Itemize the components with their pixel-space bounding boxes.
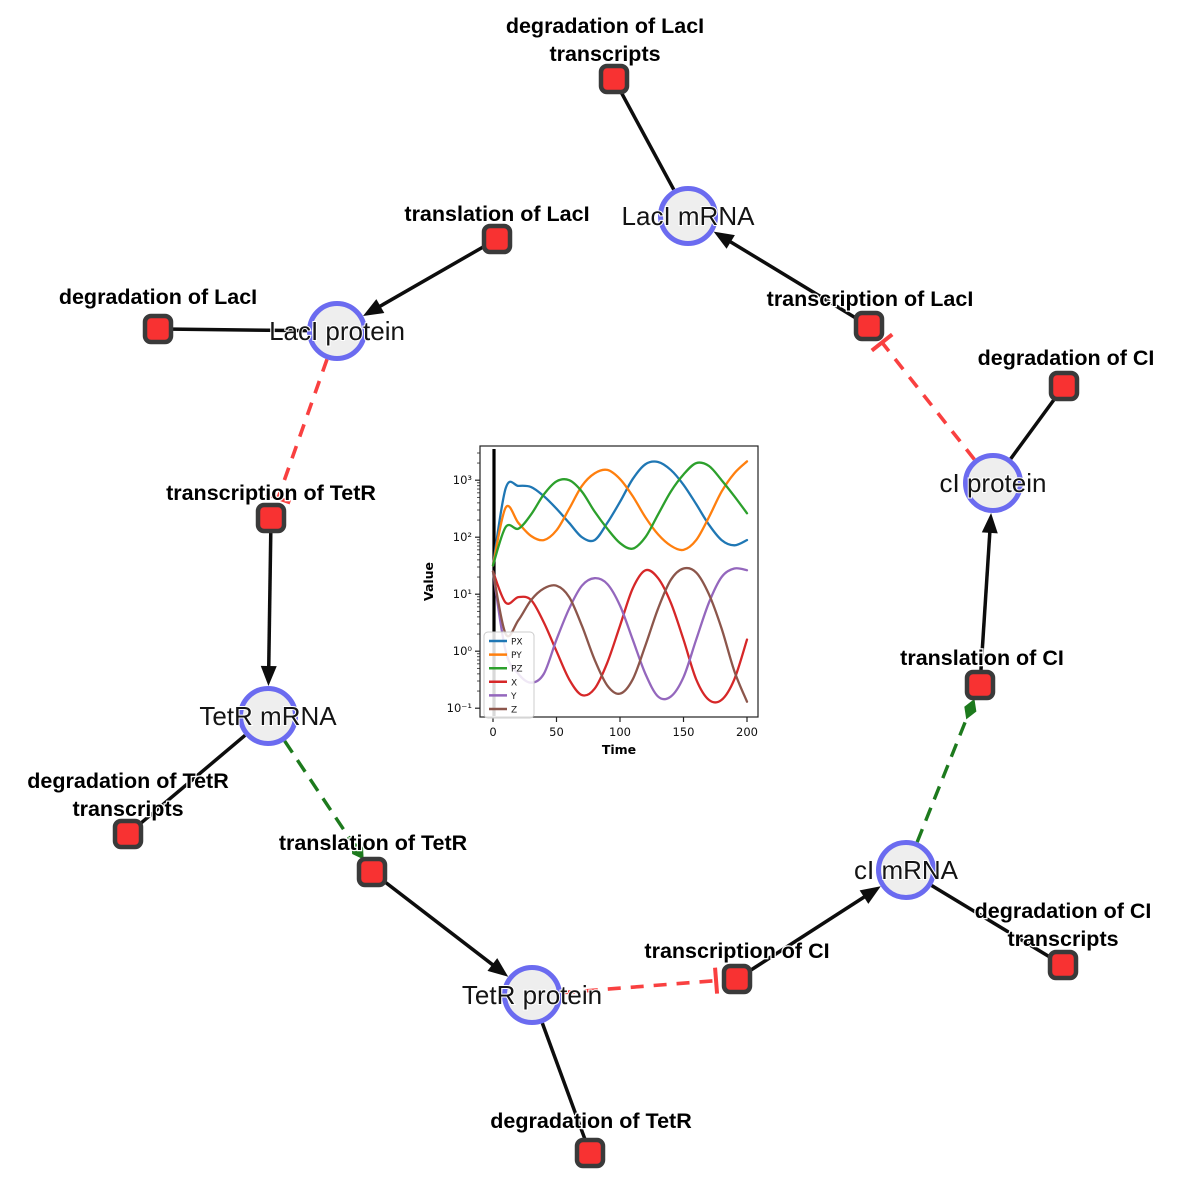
- nodes-layer: [112, 63, 1080, 1169]
- chart-series-x: [491, 568, 749, 704]
- chart-legend-label-z: Z: [511, 706, 517, 716]
- chart-series-py: [491, 460, 749, 567]
- edge-transcription-tetr-tetr-mrna: [260, 532, 277, 687]
- species-node-tetr-mrna[interactable]: [238, 686, 298, 746]
- chart-xtick: 200: [736, 725, 758, 739]
- reaction-label-translation-laci: translation of LacI: [404, 202, 589, 226]
- chart-legend-label-px: PX: [511, 638, 523, 648]
- edge-transcription-laci-laci-mrna: [713, 231, 858, 320]
- reaction-label-translation-tetr: translation of TetR: [279, 831, 468, 855]
- chart-series-z: [491, 566, 749, 703]
- species-node-tetr-protein[interactable]: [502, 965, 562, 1025]
- chart-ytick: 10²: [453, 530, 472, 544]
- chart-series-pz: [491, 461, 749, 567]
- reaction-node-deg-tetr-tx[interactable]: [112, 818, 144, 850]
- chart-ytick: 10⁰: [453, 644, 473, 658]
- reaction-label-transcription-tetr: transcription of TetR: [166, 481, 376, 505]
- species-node-ci-mrna[interactable]: [876, 840, 936, 900]
- reaction-node-deg-ci[interactable]: [1048, 370, 1080, 402]
- chart-xtick: 0: [489, 725, 496, 739]
- species-label-tetr-protein: TetR protein: [462, 980, 602, 1010]
- chart-frame: [479, 445, 759, 718]
- reaction-node-translation-tetr[interactable]: [356, 856, 388, 888]
- reaction-node-deg-laci-tx[interactable]: [598, 63, 630, 95]
- species-label-tetr-mrna: TetR mRNA: [199, 701, 337, 731]
- edge-ci-mrna-translation-ci: [915, 698, 977, 843]
- edge-tetr-protein-deg-tetr: [540, 1022, 587, 1140]
- labels-layer: LacI mRNA LacI protein TetR mRNA TetR prote…: [26, 13, 1156, 1135]
- reaction-label-deg-ci-tx: degradation of CI: [975, 899, 1152, 923]
- reaction-label-deg-laci: degradation of LacI: [59, 285, 257, 309]
- reaction-label-deg-ci: degradation of CI: [978, 346, 1155, 370]
- reaction-label-deg-laci-tx: degradation of LacI: [506, 14, 704, 38]
- edge-tetr-protein-transcription-ci: [561, 967, 720, 995]
- species-label-laci-mrna: LacI mRNA: [622, 201, 756, 231]
- edge-ci-protein-transcription-laci: [870, 332, 976, 461]
- edge-translation-laci-laci-protein: [363, 244, 485, 317]
- reaction-node-transcription-tetr[interactable]: [255, 502, 287, 534]
- chart-xtick: 50: [549, 725, 564, 739]
- reaction-label-deg-ci-tx: transcripts: [1007, 927, 1118, 951]
- chart-legend-label-y: Y: [510, 692, 517, 702]
- chart-legend: PX PY PZ XYZ: [483, 631, 535, 719]
- edge-translation-ci-ci-protein: [979, 512, 998, 671]
- chart-series-px: [491, 460, 749, 567]
- reaction-label-transcription-laci: transcription of LacI: [767, 287, 974, 311]
- chart-legend-label-x: X: [511, 678, 517, 688]
- reaction-label-deg-laci-tx: transcripts: [549, 42, 660, 66]
- reaction-label-deg-tetr: degradation of TetR: [490, 1109, 692, 1133]
- reaction-node-deg-ci-tx[interactable]: [1047, 949, 1079, 981]
- chart-ytick: 10¹: [453, 587, 472, 601]
- edge-tetr-mrna-deg-tetr-tx: [138, 733, 247, 826]
- edge-laci-mrna-deg-laci-tx: [619, 91, 676, 191]
- edge-laci-protein-transcription-tetr: [265, 358, 329, 505]
- reaction-label-translation-ci: translation of CI: [900, 646, 1064, 670]
- species-label-laci-protein: LacI protein: [269, 316, 405, 346]
- reaction-node-deg-laci[interactable]: [142, 313, 174, 345]
- edge-transcription-ci-ci-mrna: [748, 886, 881, 973]
- reaction-label-transcription-ci: transcription of CI: [644, 939, 829, 963]
- edge-tetr-mrna-translation-tetr: [283, 740, 364, 860]
- chart-ytick: 10⁻¹: [447, 701, 472, 715]
- reaction-node-transcription-ci[interactable]: [721, 963, 753, 995]
- chart-ylabel: Value: [421, 562, 436, 601]
- edge-ci-protein-deg-ci: [1009, 397, 1057, 460]
- species-node-laci-mrna[interactable]: [658, 186, 718, 246]
- chart-xlabel: Time: [602, 742, 636, 757]
- reaction-node-translation-ci[interactable]: [964, 669, 996, 701]
- reaction-label-deg-tetr-tx: degradation of TetR: [27, 769, 229, 793]
- reaction-node-transcription-laci[interactable]: [853, 310, 885, 342]
- species-node-ci-protein[interactable]: [963, 453, 1023, 513]
- reaction-label-deg-tetr-tx: transcripts: [72, 797, 183, 821]
- edge-laci-protein-deg-laci: [172, 327, 308, 333]
- species-label-ci-protein: cI protein: [940, 468, 1047, 498]
- reaction-node-translation-laci[interactable]: [481, 223, 513, 255]
- chart-xtick: 100: [609, 725, 631, 739]
- chart-legend-label-pz: PZ: [511, 665, 523, 675]
- species-label-ci-mrna: cI mRNA: [854, 855, 959, 885]
- edges-layer: [138, 91, 1057, 1140]
- chart-legend-label-py: PY: [511, 651, 522, 661]
- edge-translation-tetr-tetr-protein: [382, 879, 509, 977]
- edge-ci-mrna-deg-ci-tx: [930, 884, 1052, 959]
- reaction-node-deg-tetr[interactable]: [574, 1137, 606, 1169]
- species-node-laci-protein[interactable]: [307, 301, 367, 361]
- chart-ytick: 10³: [453, 473, 473, 487]
- chart-xtick: 150: [673, 725, 695, 739]
